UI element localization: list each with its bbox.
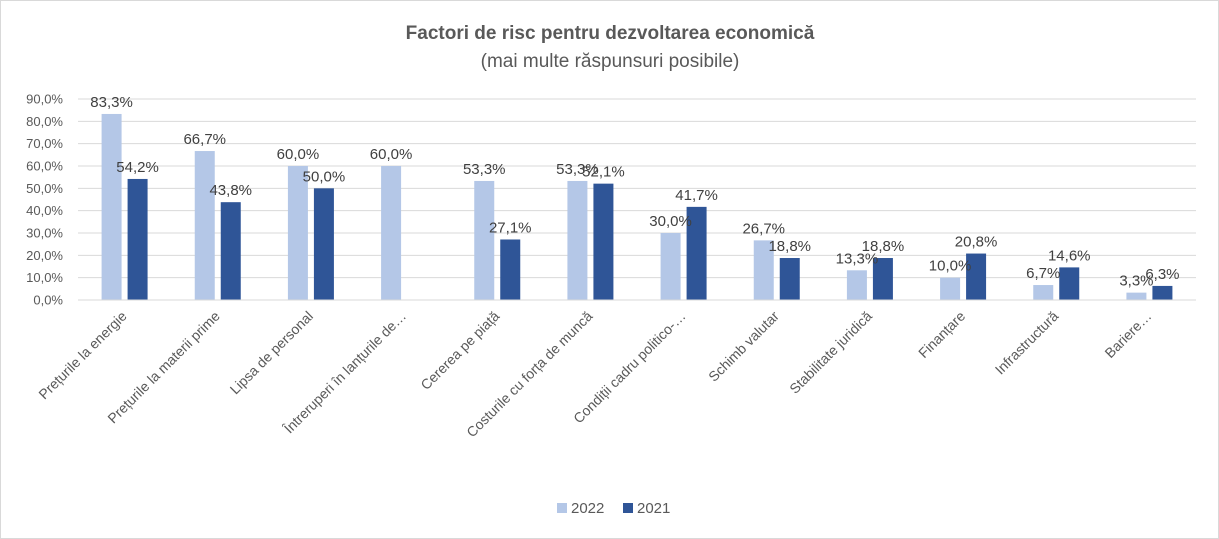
data-label-2022: 53,3% bbox=[556, 161, 599, 178]
y-tick-label: 90,0% bbox=[26, 92, 63, 107]
y-tick-label: 60,0% bbox=[26, 159, 63, 174]
y-tick-label: 0,0% bbox=[33, 293, 63, 308]
bar-2022 bbox=[1126, 292, 1147, 300]
data-label-2022: 66,7% bbox=[183, 131, 226, 148]
x-category-label: Schimb valutar bbox=[705, 308, 782, 385]
data-label-2021: 18,8% bbox=[768, 238, 811, 255]
bar-2022 bbox=[381, 166, 402, 300]
data-label-2022: 6,7% bbox=[1026, 265, 1060, 282]
data-label-2021: 27,1% bbox=[489, 219, 532, 236]
chart-subtitle: (mai multe răspunsuri posibile) bbox=[481, 51, 740, 72]
bar-2021 bbox=[872, 258, 893, 300]
legend-swatch-2021 bbox=[623, 503, 633, 513]
data-label-2022: 83,3% bbox=[90, 94, 133, 111]
bar-2021 bbox=[1059, 267, 1080, 300]
x-category-label: Lipsa de personal bbox=[227, 308, 316, 397]
y-tick-label: 10,0% bbox=[26, 270, 63, 285]
data-label-2022: 3,3% bbox=[1119, 273, 1153, 290]
bar-2021 bbox=[1152, 285, 1173, 300]
y-tick-label: 80,0% bbox=[26, 114, 63, 129]
gridlines bbox=[78, 98, 1196, 301]
bar-2022 bbox=[567, 180, 588, 300]
legend-label-2022: 2022 bbox=[571, 500, 604, 517]
data-label-2022: 10,0% bbox=[929, 258, 972, 275]
data-label-2021: 43,8% bbox=[209, 182, 252, 199]
data-label-2022: 60,0% bbox=[370, 146, 413, 163]
x-category-label: Finanțare bbox=[915, 308, 968, 361]
chart-title: Factori de risc pentru dezvoltarea econo… bbox=[406, 23, 815, 44]
x-category-label: Cererea pe piață bbox=[417, 308, 502, 393]
y-tick-label: 20,0% bbox=[26, 248, 63, 263]
x-category-label: Stabilitate juridică bbox=[786, 308, 875, 397]
legend-label-2021: 2021 bbox=[637, 500, 670, 517]
data-label-2022: 26,7% bbox=[742, 220, 785, 237]
bar-2022 bbox=[194, 151, 215, 300]
data-label-2021: 52,1% bbox=[582, 164, 625, 181]
bar-2022 bbox=[101, 113, 122, 300]
x-category-label: Infrastructură bbox=[992, 308, 1062, 378]
bar-2021 bbox=[313, 188, 334, 300]
data-label-2021: 54,2% bbox=[116, 159, 159, 176]
bar-2021 bbox=[593, 183, 614, 300]
bar-2021 bbox=[779, 258, 800, 300]
bar-2022 bbox=[1033, 285, 1054, 300]
bar-2022 bbox=[940, 277, 961, 300]
bar-2022 bbox=[287, 166, 308, 300]
y-axis: 0,0% 10,0% 20,0% 30,0% 40,0% 50,0% 60,0% 70,0% 8… bbox=[26, 92, 63, 308]
bar-2021 bbox=[500, 239, 521, 300]
x-category-label: Prețurile la energie bbox=[35, 308, 130, 403]
data-label-2022: 13,3% bbox=[836, 250, 879, 267]
y-tick-label: 30,0% bbox=[26, 226, 63, 241]
bars bbox=[101, 113, 1173, 300]
bar-2021 bbox=[686, 206, 707, 300]
legend: 2022 2021 bbox=[557, 500, 670, 517]
bar-2022 bbox=[660, 233, 681, 300]
bar-2022 bbox=[474, 180, 495, 300]
data-label-2021: 20,8% bbox=[955, 234, 998, 251]
data-label-2021: 14,6% bbox=[1048, 247, 1091, 264]
bar-2021 bbox=[127, 178, 148, 300]
data-label-2021: 50,0% bbox=[303, 168, 346, 185]
x-category-label: Bariere… bbox=[1101, 308, 1154, 361]
data-label-2022: 30,0% bbox=[649, 213, 692, 230]
y-tick-label: 70,0% bbox=[26, 136, 63, 151]
y-tick-label: 40,0% bbox=[26, 203, 63, 218]
data-label-2022: 53,3% bbox=[463, 161, 506, 178]
y-tick-label: 50,0% bbox=[26, 181, 63, 196]
data-label-2021: 6,3% bbox=[1145, 266, 1179, 283]
bar-2021 bbox=[220, 202, 241, 300]
data-label-2022: 60,0% bbox=[277, 146, 320, 163]
data-labels: 83,3% 54,2% 66,7% 43,8% 60,0% 50,0% 60,0% 53,3%… bbox=[90, 94, 1179, 290]
data-label-2021: 18,8% bbox=[862, 238, 905, 255]
bar-2022 bbox=[846, 270, 867, 300]
legend-swatch-2022 bbox=[557, 503, 567, 513]
bar-2022 bbox=[753, 240, 774, 300]
bar-2021 bbox=[966, 253, 987, 300]
data-label-2021: 41,7% bbox=[675, 187, 718, 204]
